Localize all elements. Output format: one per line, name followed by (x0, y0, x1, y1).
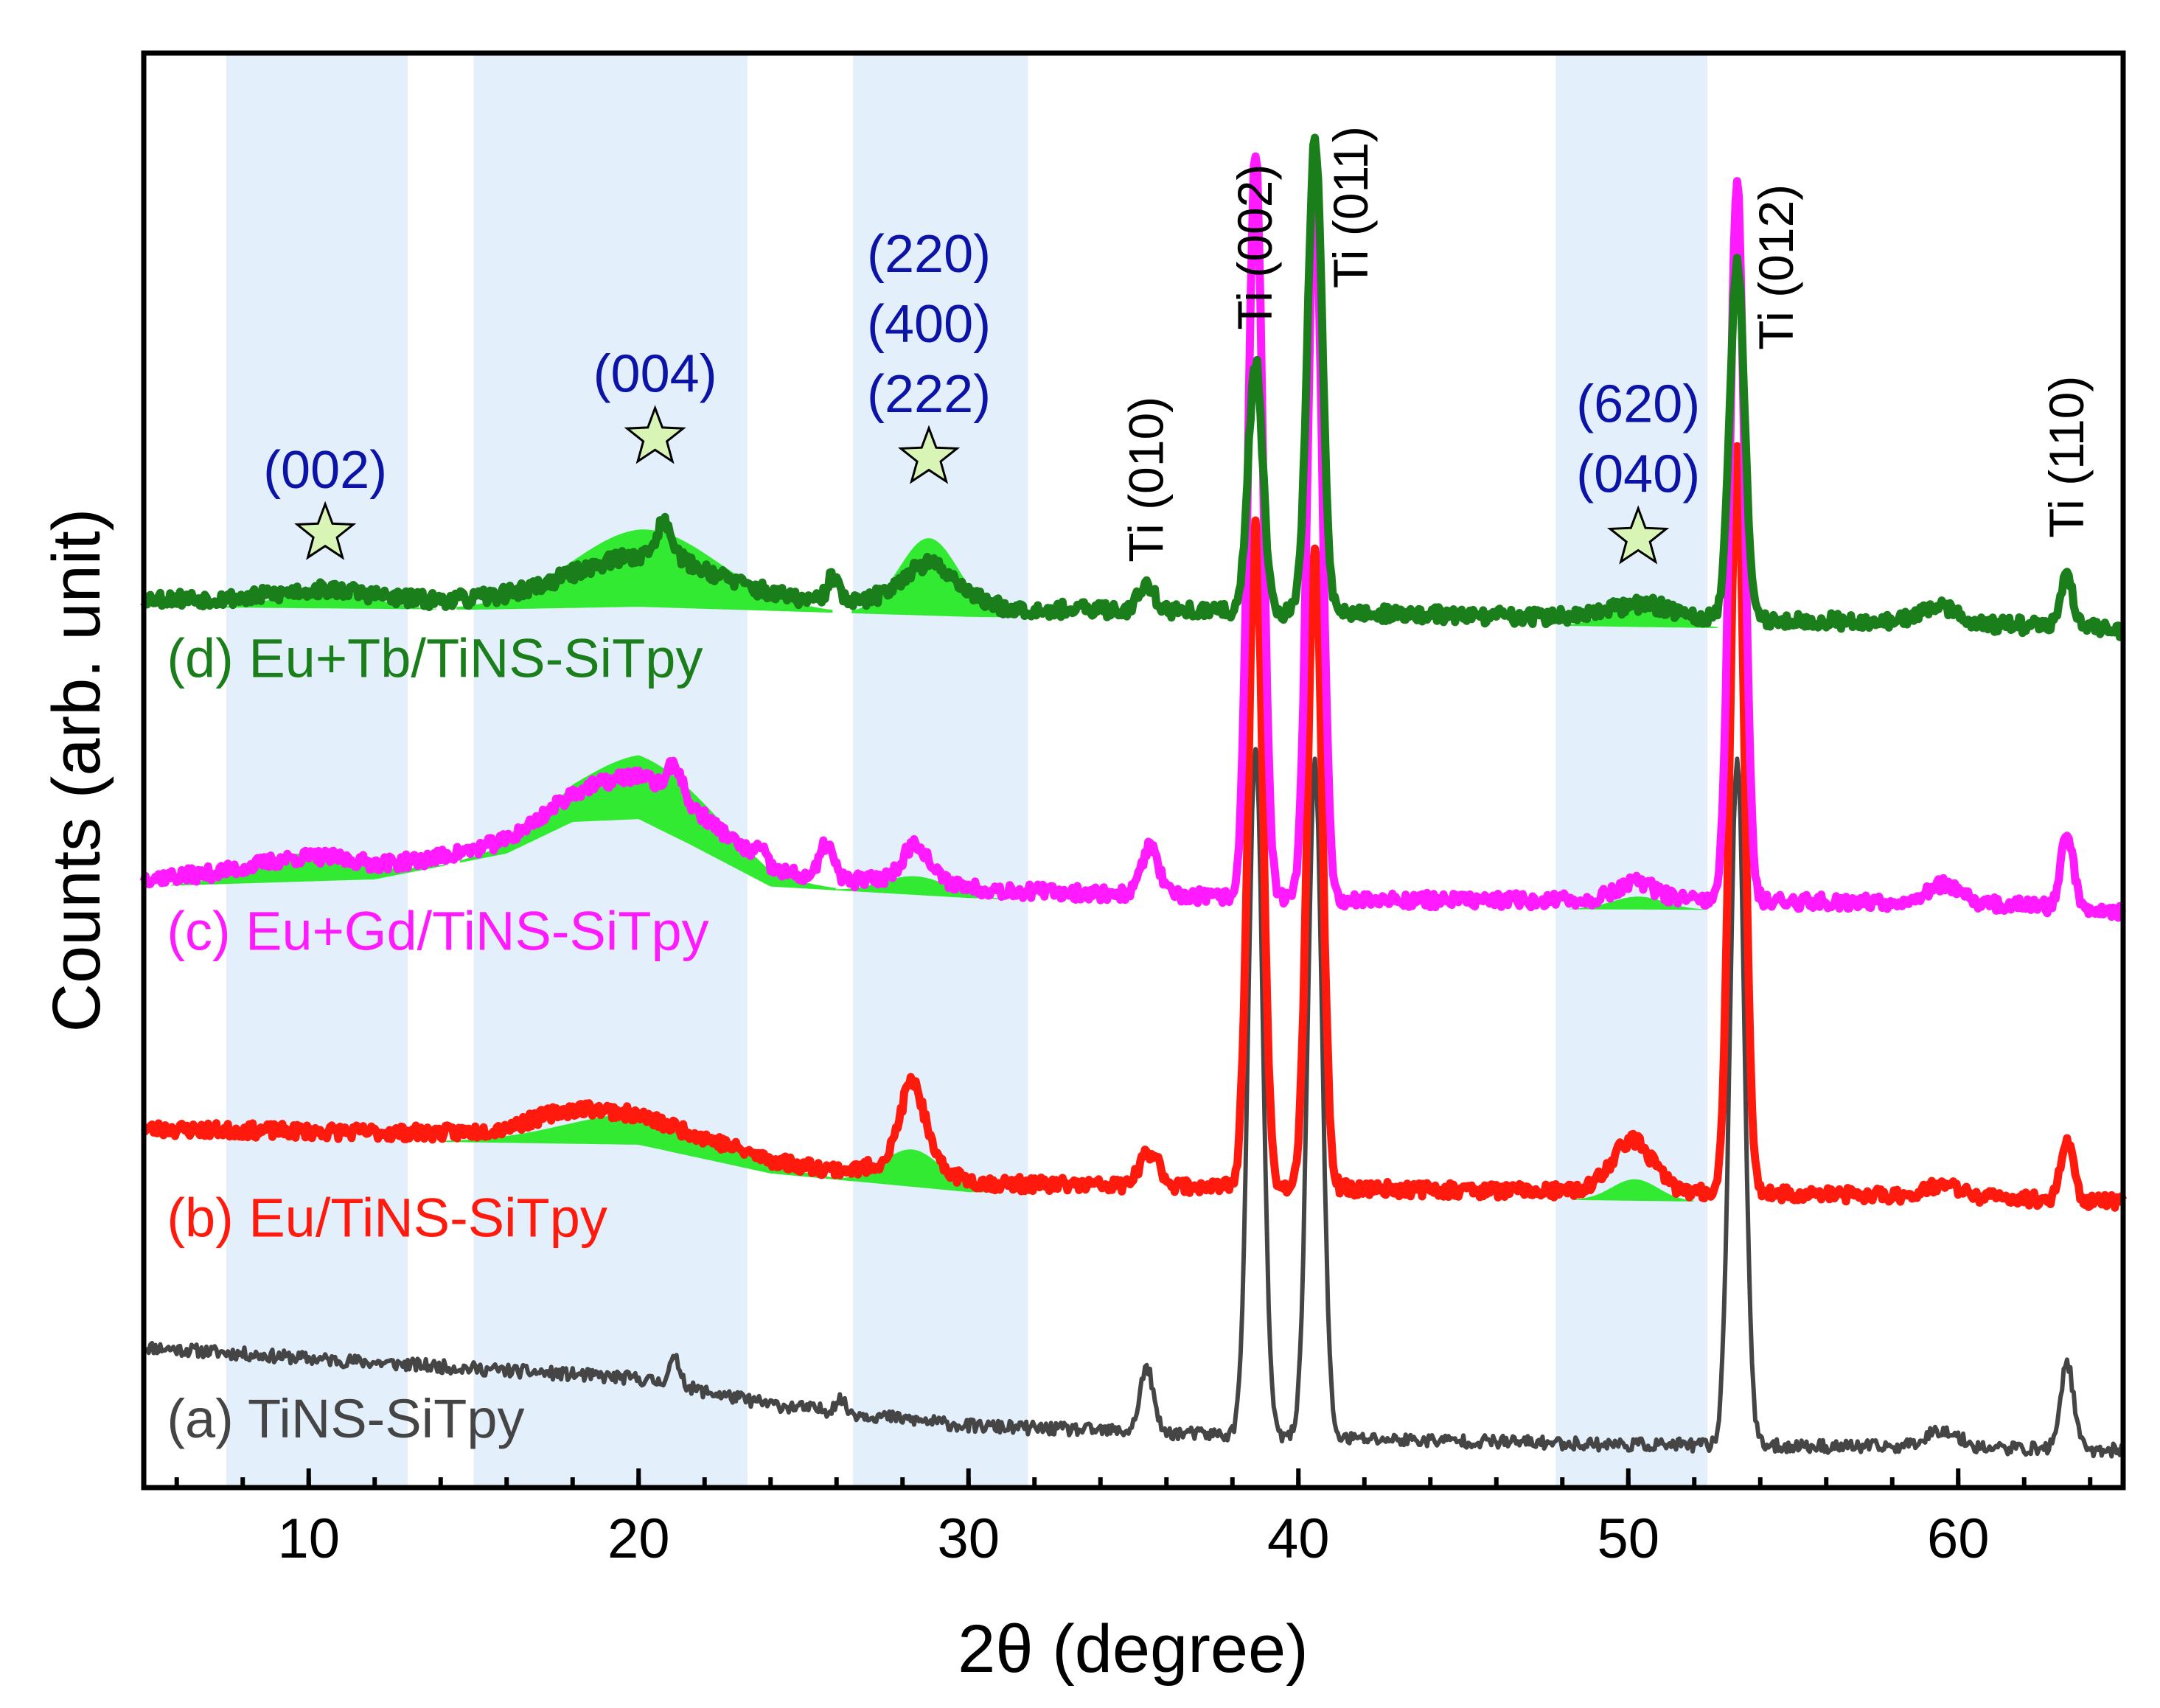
ti-peak-label-4: Ti (012) (1749, 184, 1803, 350)
ti-peak-label-1: Ti (010) (1118, 397, 1173, 562)
series-label-1: (a) TiNS-SiTpy (167, 1388, 524, 1449)
amorphous-hump-3-3 (829, 876, 1002, 899)
reflection-star-icon-4 (1607, 505, 1670, 565)
x-tick-label: 40 (1267, 1507, 1330, 1570)
reflection-star-icon-2 (624, 405, 686, 464)
reflection-star-icon-1 (294, 501, 357, 560)
series-line-3 (139, 152, 2127, 922)
x-tick-label: 30 (937, 1507, 1000, 1570)
amorphous-hump-2-1 (439, 1113, 851, 1181)
reflection-star-icon-3 (897, 425, 961, 484)
amorphous-hump-4-2 (456, 529, 833, 613)
series-label-3: (c) Eu+Gd/TiNS-SiTpy (167, 900, 708, 961)
highlight-band-3 (853, 53, 1028, 1488)
highlight-band-4 (1555, 53, 1708, 1488)
series-line-4 (140, 133, 2126, 641)
y-axis-label: Counts (arb. unit) (39, 509, 114, 1033)
plot-frame (141, 50, 2126, 1491)
reflection-label-1-1: (002) (263, 441, 387, 500)
series-label-2: (b) Eu/TiNS-SiTpy (167, 1187, 607, 1248)
reflection-label-2-1: (004) (593, 345, 717, 404)
amorphous-hump-3-1 (171, 852, 445, 886)
amorphous-hump-3-2 (459, 755, 836, 890)
highlight-band-1 (226, 53, 408, 1488)
reflection-label-4-2: (040) (1576, 445, 1700, 504)
trace-layer (139, 133, 2128, 1459)
x-tick-label: 20 (607, 1507, 670, 1570)
series-label-4: (d) Eu+Tb/TiNS-SiTpy (167, 628, 703, 689)
reflection-label-3-1: (220) (867, 225, 991, 284)
ti-peak-label-2: Ti (002) (1227, 164, 1282, 330)
amorphous-hump-3-4 (1570, 896, 1707, 910)
annotation-layer: (a) TiNS-SiTpy (b) Eu/TiNS-SiTpy (c) Eu+Gd… (167, 126, 2094, 1449)
x-tick-label: 60 (1927, 1507, 1990, 1570)
reflection-label-3-2: (400) (867, 295, 991, 354)
ti-peak-label-3: Ti (011) (1323, 126, 1378, 288)
series-line-2 (141, 442, 2128, 1212)
x-axis-label: 2θ (degree) (958, 1611, 1309, 1687)
reflection-label-3-3: (222) (867, 365, 991, 424)
amorphous-hump-2-3 (1575, 1179, 1694, 1202)
ti-peak-label-5: Ti (110) (2039, 376, 2094, 538)
axes: 10 20 30 40 50 60 (141, 50, 2126, 1570)
reflection-label-4-1: (620) (1576, 375, 1700, 434)
series-line-1 (143, 747, 2125, 1459)
x-tick-label: 10 (277, 1507, 340, 1570)
x-tick-label: 50 (1597, 1507, 1659, 1570)
